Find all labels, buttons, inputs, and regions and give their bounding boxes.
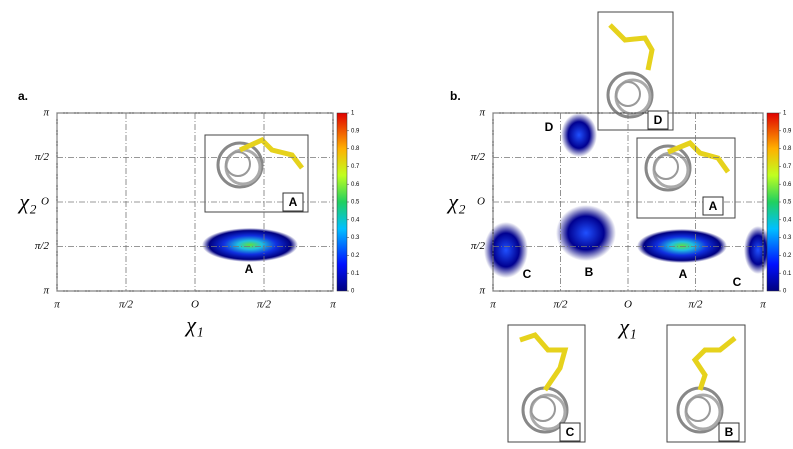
colorbar-label: 0.6 <box>783 182 792 188</box>
y-tick-label: π <box>43 285 49 297</box>
y-tick-label: π <box>43 107 49 119</box>
y-tick-label: π <box>479 285 485 297</box>
x-tick-label: π <box>54 299 60 311</box>
region-label: B <box>585 265 594 279</box>
y-tick-label: O <box>41 196 49 208</box>
inset-label: A <box>289 195 298 209</box>
region-label: D <box>545 120 554 134</box>
y-tick-label: π/2 <box>471 151 486 163</box>
x-tick-label: π <box>760 299 766 311</box>
region-label: C <box>523 267 532 281</box>
y-tick-label: π <box>479 107 485 119</box>
region-label: C <box>733 275 742 289</box>
colorbar-label: 0 <box>351 289 355 295</box>
colorbar-label: 0.3 <box>783 235 792 241</box>
region-label: A <box>245 262 254 276</box>
density <box>561 113 597 157</box>
y-tick-label: O <box>477 196 485 208</box>
colorbar-label: 0.7 <box>351 164 360 170</box>
colorbar-label: 0.2 <box>783 253 792 259</box>
y-axis-label: χ₂ <box>17 189 37 214</box>
x-tick-label: O <box>624 299 632 311</box>
colorbar-label: 0.5 <box>351 200 360 206</box>
colorbar-label: 0.3 <box>351 235 360 241</box>
density <box>484 222 528 278</box>
inset-label: D <box>654 113 663 127</box>
x-tick-label: π <box>330 299 336 311</box>
colorbar-label: 0.2 <box>351 253 360 259</box>
inset-label: A <box>709 199 718 213</box>
x-tick-label: O <box>191 299 199 311</box>
panel-label: b. <box>450 89 461 103</box>
x-axis-label: χ₁ <box>184 312 203 337</box>
inset-label: C <box>566 425 575 439</box>
y-tick-label: π/2 <box>35 240 50 252</box>
colorbar-label: 0.8 <box>351 146 360 152</box>
colorbar-label: 0 <box>783 289 787 295</box>
y-axis-label: χ₂ <box>446 189 466 214</box>
colorbar <box>337 113 347 291</box>
density <box>556 205 616 261</box>
colorbar-label: 0.4 <box>783 217 792 223</box>
colorbar-label: 0.6 <box>351 182 360 188</box>
x-tick-label: π/2 <box>553 299 568 311</box>
colorbar-label: 1 <box>783 111 787 117</box>
region-label: A <box>679 267 688 281</box>
colorbar-label: 1 <box>351 111 355 117</box>
colorbar <box>767 113 779 291</box>
colorbar-label: 0.1 <box>783 271 792 277</box>
panel-label: a. <box>18 89 28 103</box>
figure: ππ/2Oπ/2πππ/2Oπ/2π00.10.20.30.40.50.60.7… <box>0 0 793 444</box>
colorbar-label: 0.8 <box>783 146 792 152</box>
x-tick-label: π/2 <box>119 299 134 311</box>
colorbar-label: 0.9 <box>783 128 792 134</box>
y-tick-label: π/2 <box>471 240 486 252</box>
colorbar-label: 0.1 <box>351 271 360 277</box>
density <box>637 229 727 263</box>
inset-label: B <box>725 425 734 439</box>
stage <box>202 12 772 442</box>
x-tick-label: π <box>490 299 496 311</box>
colorbar-label: 0.9 <box>351 128 360 134</box>
x-tick-label: π/2 <box>257 299 272 311</box>
colorbar-label: 0.7 <box>783 164 792 170</box>
x-tick-label: π/2 <box>688 299 703 311</box>
y-tick-label: π/2 <box>35 151 50 163</box>
x-axis-label: χ₁ <box>617 314 636 339</box>
density <box>202 228 298 262</box>
colorbar-label: 0.4 <box>351 217 360 223</box>
colorbar-label: 0.5 <box>783 200 792 206</box>
